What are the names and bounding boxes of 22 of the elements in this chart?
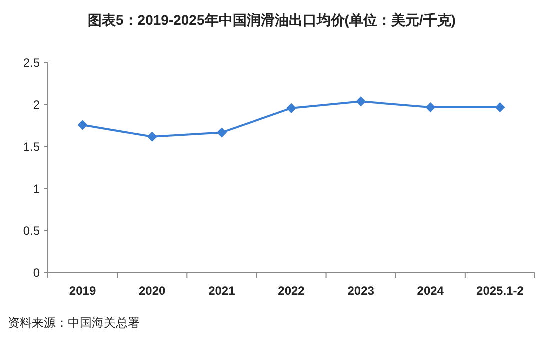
x-tick-label: 2021 [208, 284, 236, 298]
x-tick-label: 2024 [417, 284, 444, 298]
y-tick-label: 1 [33, 182, 40, 196]
x-tick-label: 2019 [69, 284, 96, 298]
x-tick-label: 2025.1-2 [476, 284, 524, 298]
x-tick-label: 2020 [139, 284, 166, 298]
x-tick-label: 2023 [348, 284, 375, 298]
text: 资料来源：中国海关总署 [8, 316, 140, 330]
point [216, 128, 227, 138]
y-tick-label: 0.5 [23, 224, 40, 238]
chart-title: 图表5：2019-2025年中国润滑油出口均价(单位：美元/千克) [88, 12, 456, 28]
point [495, 102, 506, 113]
y-tick-label: 2 [33, 98, 40, 112]
point [286, 103, 296, 114]
point [147, 132, 158, 142]
y-tick-label: 2.5 [23, 56, 40, 70]
point [78, 120, 88, 130]
point [426, 102, 436, 113]
y-tick-label: 0 [33, 266, 40, 280]
point [356, 96, 366, 107]
x-tick-label: 2022 [278, 284, 306, 298]
y-tick-label: 1.5 [23, 140, 40, 154]
